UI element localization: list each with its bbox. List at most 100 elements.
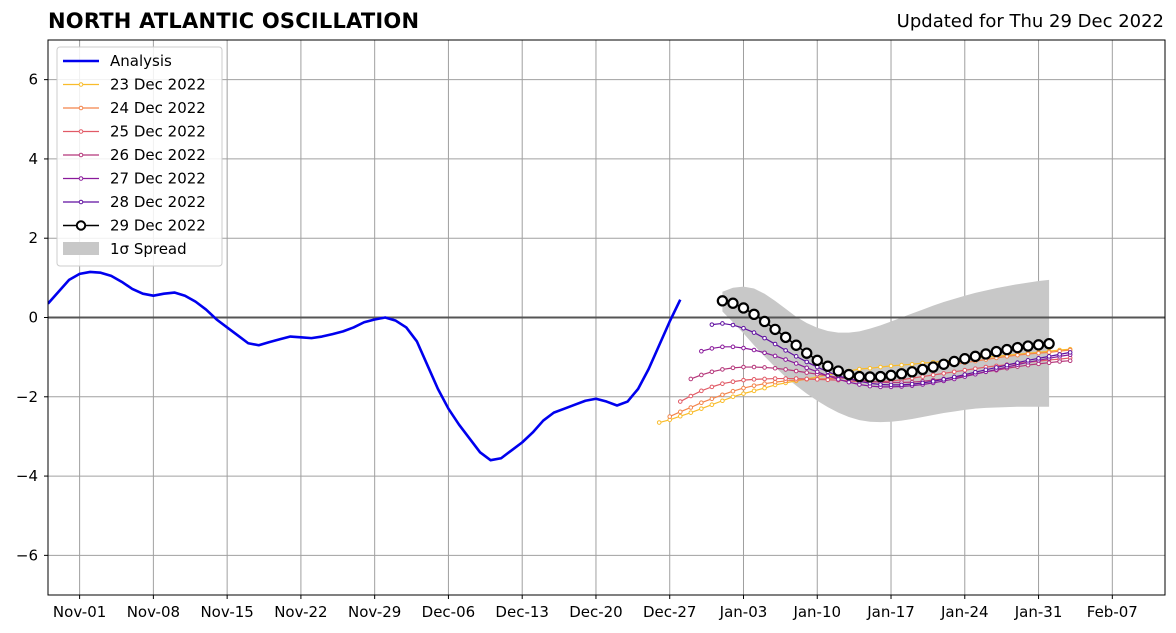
forecast-point [762, 381, 767, 387]
forecast-point [793, 361, 799, 366]
y-tick-label: −6 [16, 546, 38, 564]
forecast-point [688, 410, 694, 415]
latest-forecast-point [927, 361, 939, 373]
forecast-point [688, 376, 694, 382]
updated-date: Updated for Thu 29 Dec 2022 [896, 11, 1164, 32]
latest-forecast-point [727, 297, 739, 309]
forecast-point [667, 414, 673, 419]
forecast-point [709, 402, 715, 408]
forecast-point [699, 372, 704, 378]
forecast-point [1046, 350, 1052, 355]
forecast-point [720, 381, 725, 387]
x-tick-label: Nov-08 [127, 603, 180, 621]
forecast-point [709, 369, 715, 375]
forecast-point [741, 364, 746, 370]
forecast-point [1015, 360, 1020, 365]
forecast-point [762, 385, 767, 391]
forecast-point [1057, 352, 1062, 357]
forecast-point [783, 376, 788, 381]
forecast-point [1025, 351, 1031, 357]
forecast-point [836, 377, 841, 382]
forecast-point [772, 376, 778, 381]
forecast-point [699, 400, 704, 406]
forecast-point [751, 347, 757, 353]
forecast-point [741, 325, 746, 331]
forecast-point [751, 383, 757, 388]
forecast-point [783, 367, 788, 372]
analysis-line [48, 270, 682, 462]
forecast-point [920, 374, 925, 379]
forecast-point [730, 379, 736, 385]
legend-swatch-marker [78, 82, 84, 87]
x-tick-label: Nov-01 [53, 603, 106, 621]
latest-forecast-point [874, 370, 887, 383]
forecast-point [709, 384, 715, 390]
forecast-point [772, 341, 778, 347]
forecast-point [804, 376, 810, 382]
forecast-point [762, 365, 767, 370]
legend-label: 23 Dec 2022 [110, 76, 206, 94]
forecast-point [951, 369, 957, 375]
forecast-point [1004, 362, 1010, 368]
forecast-point [888, 382, 894, 388]
legend-label: 27 Dec 2022 [110, 170, 206, 188]
forecast-point [1036, 361, 1041, 367]
latest-forecast-point [769, 323, 781, 336]
forecast-point [1046, 354, 1052, 359]
forecast-point [762, 376, 767, 382]
forecast-point [709, 346, 715, 351]
forecast-point [804, 359, 810, 365]
forecast-point [741, 385, 746, 391]
x-tick-label: Dec-27 [643, 603, 697, 621]
x-tick-label: Feb-07 [1087, 603, 1138, 621]
x-tick-label: Jan-24 [940, 603, 989, 621]
forecast-point [899, 382, 904, 388]
x-tick-label: Jan-17 [866, 603, 915, 621]
forecast-point [783, 357, 788, 362]
forecast-point [878, 364, 883, 370]
y-tick-label: 0 [28, 309, 38, 327]
forecast-point [1057, 359, 1062, 364]
forecast-point [814, 369, 820, 375]
forecast-point [720, 398, 725, 404]
forecast-point [783, 348, 788, 353]
forecast-point [909, 361, 915, 367]
axis-ticks: −6 −4 −2 0 2 4 6 Nov-01 Nov-08 Nov-15 Nov-22 Nov-29… [16, 71, 1138, 621]
latest-forecast-point [822, 360, 834, 372]
latest-forecast-point [1001, 343, 1013, 356]
latest-forecast-point [980, 348, 992, 360]
forecast-point [720, 344, 725, 350]
x-tick-label: Dec-20 [569, 603, 623, 621]
forecast-point [730, 322, 736, 328]
y-tick-label: −4 [16, 467, 38, 485]
forecast-point [709, 322, 715, 327]
latest-forecast-point [948, 355, 960, 368]
forecast-point [677, 409, 683, 415]
forecast-point [1015, 352, 1020, 358]
forecast-point [983, 367, 989, 373]
latest-forecast-point [969, 350, 982, 363]
forecast-point [1036, 350, 1041, 356]
latest-forecast-point [885, 369, 897, 382]
y-tick-label: 2 [28, 229, 38, 247]
x-tick-label: Jan-10 [792, 603, 841, 621]
forecast-point [962, 367, 968, 373]
grid [48, 40, 1165, 595]
forecast-point [857, 366, 862, 372]
forecast-point [878, 382, 883, 387]
latest-forecast-point [811, 354, 823, 367]
legend-box [56, 46, 223, 267]
latest-forecast-point [990, 345, 1003, 358]
latest-forecast-point [779, 331, 792, 344]
legend-swatch-marker [78, 176, 84, 181]
latest-forecast-point [895, 368, 908, 380]
forecast-point [762, 350, 767, 356]
forecast-point [1067, 358, 1073, 364]
x-tick-label: Nov-15 [200, 603, 253, 621]
forecast-point [814, 377, 820, 382]
legend-label: 25 Dec 2022 [110, 123, 206, 141]
forecast-point [973, 369, 978, 375]
forecast-point [973, 366, 978, 371]
legend-swatch-marker [75, 220, 87, 231]
latest-forecast-point [832, 365, 845, 377]
